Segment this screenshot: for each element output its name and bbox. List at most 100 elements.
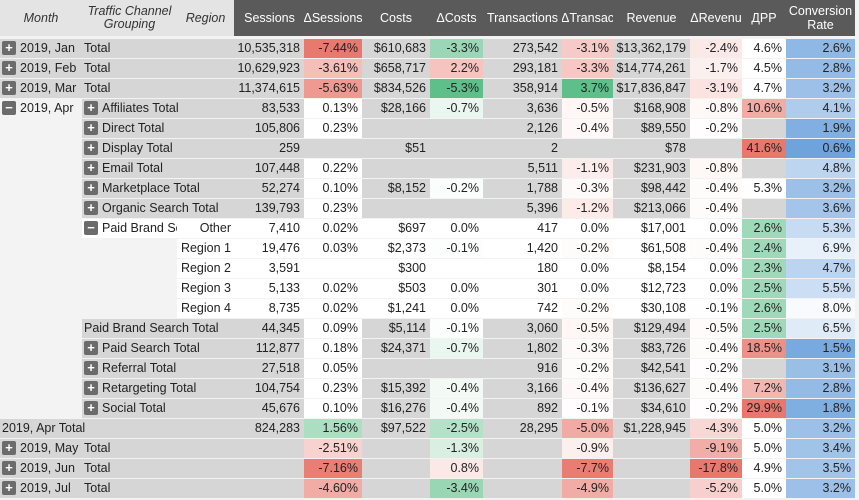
costs-cell: $2,373 (362, 239, 430, 258)
sessions-cell: 105,806 (235, 119, 304, 138)
conversion-rate-cell: 6.9% (786, 239, 855, 258)
delta-costs-cell: -5.3% (430, 79, 483, 98)
header-sessions[interactable]: Sessions (235, 0, 304, 36)
expand-icon[interactable]: + (84, 180, 98, 195)
sessions-cell: 8,735 (235, 299, 304, 318)
header-conversion-rate[interactable]: Conversion Rate (786, 0, 855, 36)
table-row: + Display Total 259 $51 2 $78 41.6% 0.6% (0, 139, 859, 159)
header-revenue[interactable]: Revenue (613, 0, 690, 36)
month-cell (0, 339, 82, 358)
dpp-cell: 41.6% (742, 139, 786, 158)
delta-revenue-cell: 0.0% (690, 279, 742, 298)
delta-revenue-cell: -0.8% (690, 99, 742, 118)
expand-icon[interactable]: + (84, 360, 98, 375)
table-header: Month Traffic Channel Grouping Region Se… (0, 0, 859, 36)
header-transactions[interactable]: Transactions (483, 0, 562, 36)
expand-icon[interactable]: + (84, 400, 98, 415)
delta-sessions-cell: 0.18% (304, 339, 362, 358)
header-delta-costs[interactable]: ΔCosts (430, 0, 483, 36)
header-month[interactable]: Month (0, 0, 82, 36)
delta-transactions-cell: -0.5% (562, 99, 613, 118)
expand-icon[interactable]: + (84, 340, 98, 355)
table-row: −2019, Apr + Affiliates Total 83,533 0.13% $2… (0, 99, 859, 119)
header-delta-revenue[interactable]: ΔRevenu (690, 0, 742, 36)
sessions-cell: 83,533 (235, 99, 304, 118)
expand-icon[interactable]: + (84, 100, 98, 115)
expand-icon[interactable]: + (2, 40, 16, 55)
delta-transactions-cell: 0.0% (562, 279, 613, 298)
costs-cell: $1,241 (362, 299, 430, 318)
expand-icon[interactable]: + (2, 460, 16, 475)
costs-cell (362, 459, 430, 478)
collapse-icon[interactable]: − (84, 220, 98, 235)
channel-cell: Total (82, 459, 235, 478)
delta-costs-cell: -3.3% (430, 39, 483, 58)
channel-cell (82, 279, 177, 298)
costs-cell (362, 439, 430, 458)
channel-cell-text: Affiliates Total (102, 101, 179, 115)
region-cell: Region 1 (177, 239, 235, 258)
region-cell: Other (177, 219, 235, 238)
delta-transactions-cell: -0.1% (562, 399, 613, 418)
transactions-cell: 3,166 (483, 379, 562, 398)
sessions-cell: 45,676 (235, 399, 304, 418)
expand-icon[interactable]: + (2, 440, 16, 455)
month-cell (0, 219, 82, 238)
delta-costs-cell: -3.4% (430, 479, 483, 498)
delta-revenue-cell: -17.8% (690, 459, 742, 478)
header-delta-transactions[interactable]: ΔTransac (562, 0, 613, 36)
transactions-cell: 180 (483, 259, 562, 278)
channel-cell-text: Social Total (102, 401, 166, 415)
delta-costs-cell (430, 259, 483, 278)
header-costs[interactable]: Costs (362, 0, 430, 36)
delta-transactions-cell: -0.3% (562, 179, 613, 198)
table-row: −Paid Brand SearchOther7,4100.02%$6970.0… (0, 219, 859, 239)
channel-cell-text: Referral Total (102, 361, 177, 375)
header-region[interactable]: Region (177, 0, 234, 36)
revenue-cell: $89,550 (613, 119, 690, 138)
table-row: + Organic Search Total 139,793 0.23% 5,396 -1… (0, 199, 859, 219)
month-cell-text: 2019, May (20, 441, 79, 455)
channel-cell: + Referral Total (82, 359, 235, 378)
costs-cell: $610,683 (362, 39, 430, 58)
expand-icon[interactable]: + (84, 140, 98, 155)
table-row: +2019, Jun Total -7.16% 0.8% -7.7% -17.8% 4.9%… (0, 459, 859, 479)
sessions-cell: 10,535,318 (235, 39, 304, 58)
delta-sessions-cell: 0.23% (304, 199, 362, 218)
expand-icon[interactable]: + (2, 60, 16, 75)
expand-icon[interactable]: + (84, 380, 98, 395)
revenue-cell: $213,066 (613, 199, 690, 218)
expand-icon[interactable]: + (84, 120, 98, 135)
costs-cell (362, 159, 430, 178)
conversion-rate-cell: 3.2% (786, 179, 855, 198)
table-row: Region 2 3,591 $300 180 0.0% $8,154 0.0% 2.3% 4.… (0, 259, 859, 279)
delta-sessions-cell: 1.56% (304, 419, 362, 438)
expand-icon[interactable]: + (2, 80, 16, 95)
expand-icon[interactable]: + (84, 200, 98, 215)
month-cell: +2019, Jul (0, 479, 82, 498)
conversion-rate-cell: 4.8% (786, 159, 855, 178)
delta-transactions-cell: -0.2% (562, 359, 613, 378)
delta-costs-cell: -0.7% (430, 99, 483, 118)
collapse-icon[interactable]: − (2, 100, 16, 115)
conversion-rate-cell: 3.4% (786, 439, 855, 458)
table-row: +2019, Mar Total 11,374,615 -5.63% $834,526-… (0, 79, 859, 99)
expand-icon[interactable]: + (2, 480, 16, 495)
expand-icon[interactable]: + (84, 160, 98, 175)
transactions-cell: 1,802 (483, 339, 562, 358)
region-cell: Region 3 (177, 279, 235, 298)
dpp-cell: 2.6% (742, 219, 786, 238)
header-channel[interactable]: Traffic Channel Grouping (82, 0, 177, 36)
header-dpp[interactable]: ДPP (742, 0, 786, 36)
channel-cell: Total (82, 439, 235, 458)
header-delta-sessions[interactable]: ΔSessions (304, 0, 362, 36)
channel-cell: Total (82, 39, 235, 58)
channel-cell: + Organic Search Total (82, 199, 235, 218)
transactions-cell: 5,396 (483, 199, 562, 218)
costs-cell: $5,114 (362, 319, 430, 338)
table-row: + Social Total 45,676 0.10% $16,276 -0.4% 892-… (0, 399, 859, 419)
delta-costs-cell: -1.3% (430, 439, 483, 458)
month-cell (0, 199, 82, 218)
table-row: +2019, Jan Total 10,535,318 -7.44% $610,683-… (0, 39, 859, 59)
sessions-cell: 11,374,615 (235, 79, 304, 98)
